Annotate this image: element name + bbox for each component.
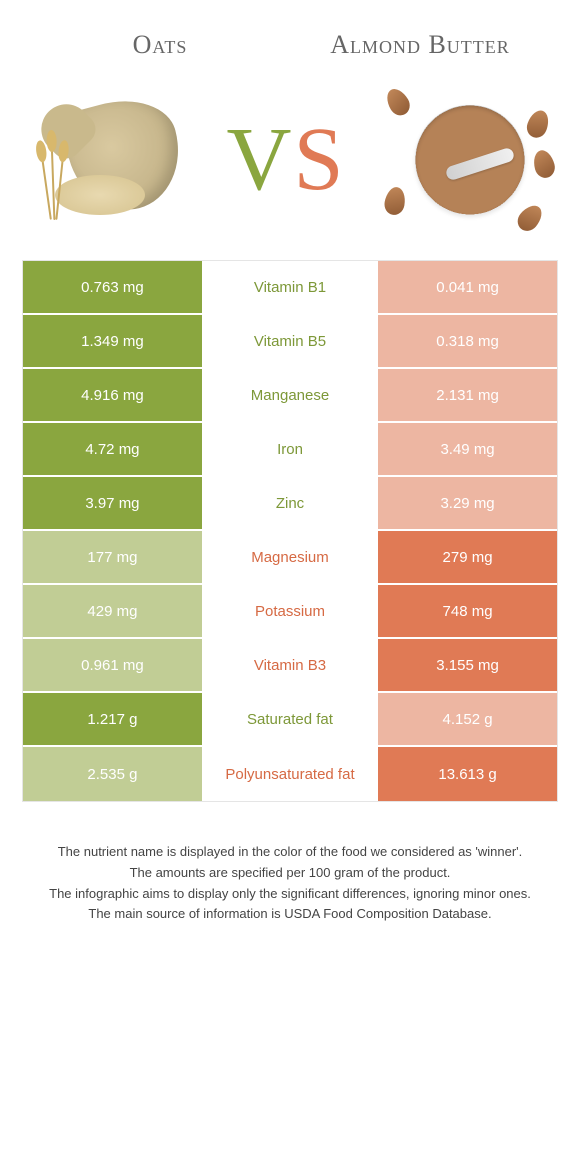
infographic: Oats Almond Butter VS 0.763 mgVitamin B1… xyxy=(0,0,580,955)
title-right: Almond Butter xyxy=(290,30,550,60)
left-value: 429 mg xyxy=(23,585,202,637)
left-value: 0.763 mg xyxy=(23,261,202,313)
nutrient-name: Vitamin B3 xyxy=(202,639,378,691)
nutrient-name: Vitamin B1 xyxy=(202,261,378,313)
oats-image xyxy=(30,90,190,230)
title-left: Oats xyxy=(30,30,290,60)
footer-line: The infographic aims to display only the… xyxy=(30,884,550,905)
right-value: 4.152 g xyxy=(378,693,557,745)
footer-line: The nutrient name is displayed in the co… xyxy=(30,842,550,863)
vs-s: S xyxy=(293,115,343,205)
footer-line: The amounts are specified per 100 gram o… xyxy=(30,863,550,884)
header: Oats Almond Butter xyxy=(0,0,580,70)
footer-notes: The nutrient name is displayed in the co… xyxy=(0,802,580,955)
vs-v: V xyxy=(226,115,291,205)
table-row: 4.72 mgIron3.49 mg xyxy=(23,423,557,477)
almond-butter-image xyxy=(380,80,550,240)
right-value: 13.613 g xyxy=(378,747,557,801)
table-row: 4.916 mgManganese2.131 mg xyxy=(23,369,557,423)
left-value: 1.217 g xyxy=(23,693,202,745)
footer-line: The main source of information is USDA F… xyxy=(30,904,550,925)
nutrient-table: 0.763 mgVitamin B10.041 mg1.349 mgVitami… xyxy=(22,260,558,802)
table-row: 0.961 mgVitamin B33.155 mg xyxy=(23,639,557,693)
right-value: 2.131 mg xyxy=(378,369,557,421)
left-value: 0.961 mg xyxy=(23,639,202,691)
nutrient-name: Magnesium xyxy=(202,531,378,583)
left-value: 3.97 mg xyxy=(23,477,202,529)
nutrient-name: Zinc xyxy=(202,477,378,529)
vs-label: VS xyxy=(226,115,343,205)
table-row: 429 mgPotassium748 mg xyxy=(23,585,557,639)
nutrient-name: Iron xyxy=(202,423,378,475)
left-value: 4.916 mg xyxy=(23,369,202,421)
nutrient-name: Polyunsaturated fat xyxy=(202,747,378,801)
right-value: 3.49 mg xyxy=(378,423,557,475)
nutrient-name: Saturated fat xyxy=(202,693,378,745)
right-value: 0.041 mg xyxy=(378,261,557,313)
left-value: 4.72 mg xyxy=(23,423,202,475)
hero: VS xyxy=(0,70,580,260)
table-row: 2.535 gPolyunsaturated fat13.613 g xyxy=(23,747,557,801)
left-value: 177 mg xyxy=(23,531,202,583)
table-row: 3.97 mgZinc3.29 mg xyxy=(23,477,557,531)
table-row: 1.217 gSaturated fat4.152 g xyxy=(23,693,557,747)
nutrient-name: Manganese xyxy=(202,369,378,421)
right-value: 748 mg xyxy=(378,585,557,637)
table-row: 0.763 mgVitamin B10.041 mg xyxy=(23,261,557,315)
left-value: 1.349 mg xyxy=(23,315,202,367)
right-value: 3.29 mg xyxy=(378,477,557,529)
right-value: 0.318 mg xyxy=(378,315,557,367)
nutrient-name: Potassium xyxy=(202,585,378,637)
right-value: 3.155 mg xyxy=(378,639,557,691)
left-value: 2.535 g xyxy=(23,747,202,801)
table-row: 177 mgMagnesium279 mg xyxy=(23,531,557,585)
nutrient-name: Vitamin B5 xyxy=(202,315,378,367)
table-row: 1.349 mgVitamin B50.318 mg xyxy=(23,315,557,369)
right-value: 279 mg xyxy=(378,531,557,583)
